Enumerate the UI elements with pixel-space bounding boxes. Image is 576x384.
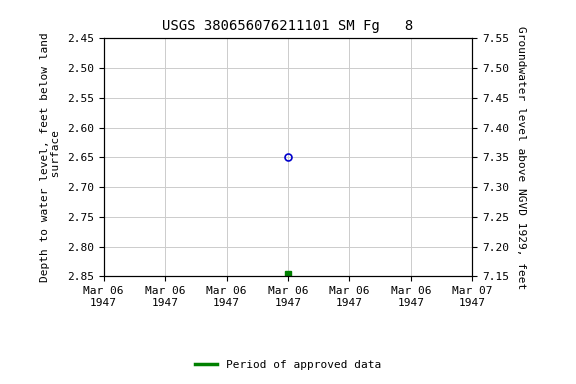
Title: USGS 380656076211101 SM Fg   8: USGS 380656076211101 SM Fg 8 [162,19,414,33]
Y-axis label: Groundwater level above NGVD 1929, feet: Groundwater level above NGVD 1929, feet [516,26,526,289]
Legend: Period of approved data: Period of approved data [191,356,385,375]
Y-axis label: Depth to water level, feet below land
 surface: Depth to water level, feet below land su… [40,33,62,282]
